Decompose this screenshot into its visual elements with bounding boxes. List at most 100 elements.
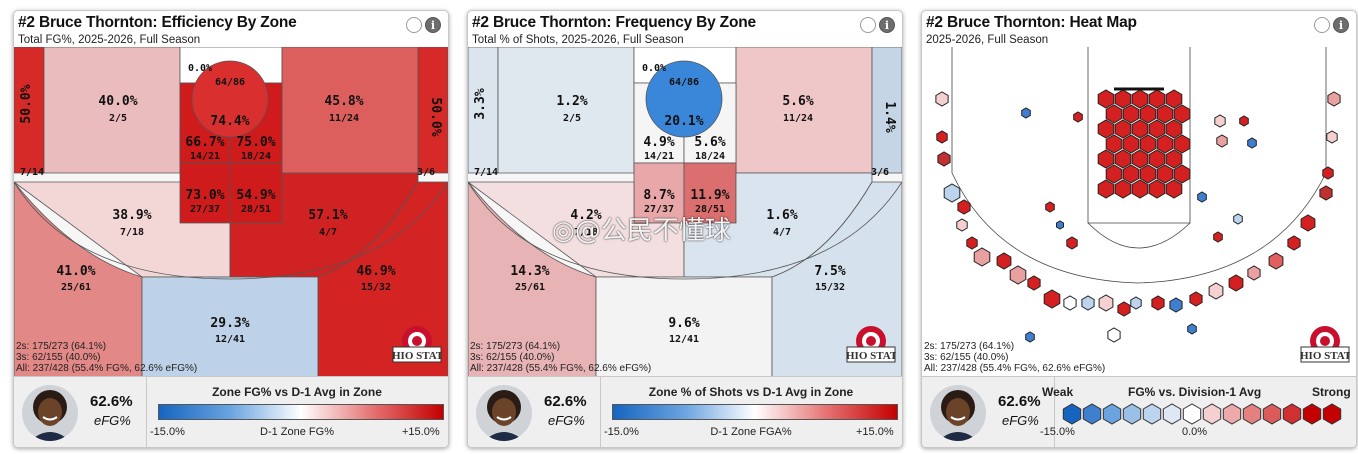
shot-hex bbox=[1247, 137, 1257, 149]
shot-hex bbox=[1097, 119, 1115, 139]
legend-hex bbox=[1102, 403, 1122, 425]
zone-rim bbox=[645, 60, 723, 138]
shot-hex bbox=[1189, 291, 1203, 307]
zone-fg-left-wing-top-3: 2/5 bbox=[109, 113, 127, 124]
panel-title: #2 Bruce Thornton: Efficiency By Zone bbox=[18, 14, 297, 31]
shot-hex bbox=[1165, 179, 1183, 199]
legend-mid: 0.0% bbox=[1182, 426, 1208, 438]
shot-hex bbox=[1114, 119, 1132, 139]
zone-pct-paint-lower-right: 54.9% bbox=[236, 188, 275, 203]
shot-hex bbox=[1105, 164, 1123, 184]
zone-fg-paint-upper-right: 18/24 bbox=[695, 151, 725, 162]
ohio-state-logo-icon: OHIO STATE bbox=[846, 326, 896, 363]
zone-pct-left-corner-3: 3.3% bbox=[473, 88, 488, 119]
shot-hex bbox=[1131, 149, 1149, 169]
zone-pct-paint-lower-right: 11.9% bbox=[690, 188, 729, 203]
shot-hex bbox=[1268, 252, 1284, 270]
zone-right-wing-top-3 bbox=[735, 47, 873, 174]
panel-subtitle: Total FG%, 2025-2026, Full Season bbox=[18, 34, 201, 46]
shot-hex bbox=[1063, 295, 1077, 311]
legend-hex bbox=[1302, 403, 1322, 425]
panel-subtitle: Total % of Shots, 2025-2026, Full Season bbox=[472, 34, 684, 46]
info-icon[interactable]: i bbox=[1333, 17, 1349, 33]
divider bbox=[600, 377, 601, 447]
three-point-line bbox=[951, 47, 1327, 284]
legend-max: +15.0% bbox=[856, 426, 894, 438]
legend-strong: Strong bbox=[1312, 385, 1351, 399]
shot-hex bbox=[1097, 179, 1115, 199]
zone-fg-right-corner-3: 3/6 bbox=[871, 167, 889, 178]
legend-title: FG% vs. Division-1 Avg bbox=[1128, 385, 1262, 399]
shot-hex bbox=[1148, 119, 1166, 139]
player-avatar-icon bbox=[476, 385, 532, 441]
zone-pct-right-midrange: 1.6% bbox=[766, 208, 797, 223]
shot-hex bbox=[1165, 119, 1183, 139]
shot-hex bbox=[1187, 323, 1197, 335]
zone-pct-left-wing-3: 14.3% bbox=[510, 264, 549, 279]
shot-hex bbox=[1156, 164, 1174, 184]
efg-label: eFG% bbox=[1002, 413, 1039, 428]
legend-max: +15.0% bbox=[402, 426, 440, 438]
zone-pct-top-of-key-3: 0.0% bbox=[642, 63, 666, 74]
legend-hex bbox=[1282, 403, 1302, 425]
shot-hex bbox=[1131, 179, 1149, 199]
shot-hex bbox=[1122, 164, 1140, 184]
shot-hex bbox=[1097, 89, 1115, 109]
shot-hex bbox=[1197, 191, 1207, 203]
zone-fg-top-3: 12/41 bbox=[669, 334, 699, 345]
legend-hex bbox=[1222, 403, 1242, 425]
zone-pct-top-3: 29.3% bbox=[210, 316, 249, 331]
info-icon[interactable]: i bbox=[425, 17, 441, 33]
shooting-stats: 2s: 175/273 (64.1%) 3s: 62/155 (40.0%) A… bbox=[924, 341, 1105, 374]
shot-hex bbox=[1173, 164, 1191, 184]
shot-hex bbox=[1173, 104, 1191, 124]
shot-hex bbox=[1114, 89, 1132, 109]
shot-hex bbox=[1319, 185, 1333, 201]
toggle-icon[interactable] bbox=[406, 17, 422, 33]
efg-label: eFG% bbox=[94, 413, 131, 428]
zone-fg-left-wing-3: 25/61 bbox=[61, 282, 91, 293]
shot-hex bbox=[1165, 149, 1183, 169]
shot-hex bbox=[1122, 104, 1140, 124]
zone-pct-right-corner-3: 50.0% bbox=[428, 97, 443, 136]
zone-fg-top-of-key-3: 0/0 bbox=[14, 47, 23, 50]
shot-hex bbox=[1009, 265, 1027, 285]
free-throw-circle bbox=[1087, 222, 1191, 249]
info-icon[interactable]: i bbox=[879, 17, 895, 33]
zone-fg-right-corner-3: 3/6 bbox=[417, 167, 435, 178]
shot-hex bbox=[1247, 265, 1261, 281]
zone-fg-right-wing-3: 15/32 bbox=[361, 282, 391, 293]
shot-hex bbox=[1173, 134, 1191, 154]
paint-lane bbox=[1087, 47, 1191, 224]
shot-hex bbox=[1098, 294, 1114, 312]
toggle-icon[interactable] bbox=[1314, 17, 1330, 33]
shot-hex bbox=[996, 252, 1012, 270]
shot-hex bbox=[937, 151, 951, 167]
shot-hex bbox=[1045, 201, 1055, 213]
ohio-state-logo-icon: OHIO STATE bbox=[392, 326, 442, 363]
zone-fg-left-wing-top-3: 2/5 bbox=[563, 113, 581, 124]
legend-hex bbox=[1202, 403, 1222, 425]
shot-hex bbox=[943, 183, 961, 203]
zone-fg-paint-lower-left: 27/37 bbox=[190, 204, 220, 215]
toggle-icon[interactable] bbox=[860, 17, 876, 33]
zone-right-wing-top-3 bbox=[281, 47, 419, 174]
zone-pct-right-wing-3: 46.9% bbox=[356, 264, 395, 279]
shot-hex bbox=[1139, 104, 1157, 124]
ohio-state-logo-icon: OHIO STATE bbox=[1300, 326, 1350, 363]
shot-hex bbox=[1148, 89, 1166, 109]
zone-pct-right-corner-3: 1.4% bbox=[882, 101, 897, 132]
shot-hex bbox=[1131, 89, 1149, 109]
efg-value: 62.6% bbox=[998, 393, 1041, 410]
zone-fg-paint-lower-right: 28/51 bbox=[241, 204, 271, 215]
zone-top-3 bbox=[595, 276, 773, 377]
shot-hex bbox=[936, 130, 948, 144]
zone-fg-left-corner-3: 7/14 bbox=[20, 167, 44, 178]
all-stat: All: 237/428 (55.4% FG%, 62.6% eFG%) bbox=[470, 363, 652, 374]
weibo-icon: ◎ bbox=[552, 216, 575, 246]
shot-hex bbox=[1233, 213, 1243, 225]
shot-hex bbox=[1131, 119, 1149, 139]
divider bbox=[146, 377, 147, 447]
zone-left-wing-top-3 bbox=[43, 47, 181, 174]
three-point-line bbox=[468, 181, 902, 280]
